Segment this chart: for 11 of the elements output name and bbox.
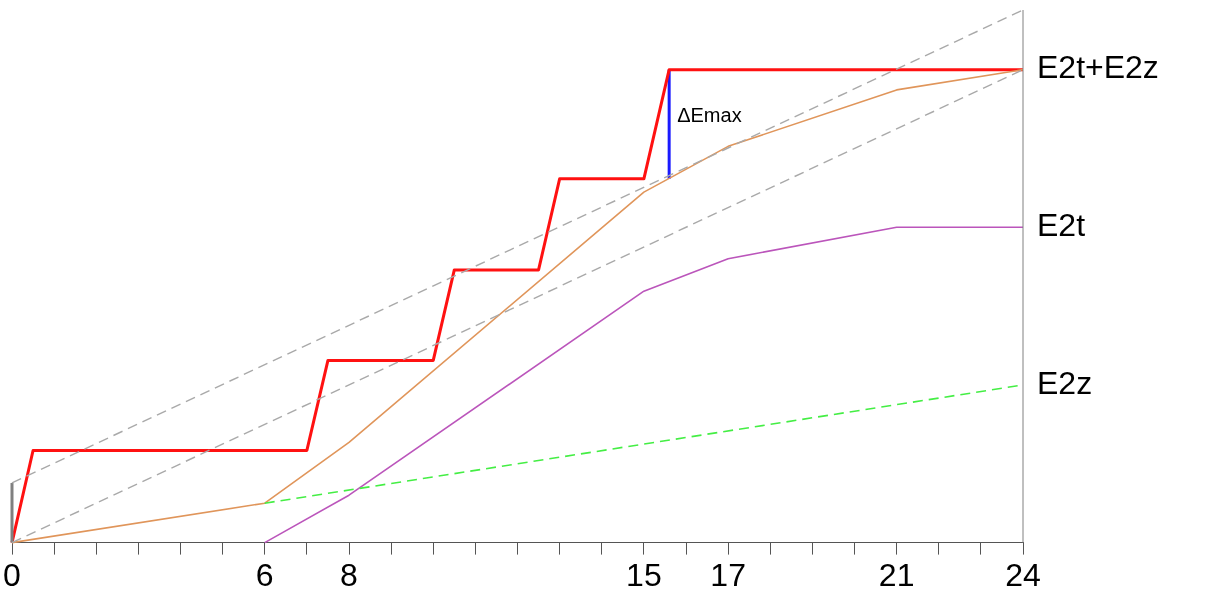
x-tick-label: 24 — [1005, 556, 1041, 593]
x-tick-label: 15 — [626, 556, 662, 593]
annotation: ΔEmax — [677, 104, 742, 127]
series-label: E2t+E2z — [1037, 49, 1159, 86]
x-tick-label: 0 — [3, 556, 21, 593]
x-tick-label: 21 — [878, 556, 915, 593]
x-tick-label: 17 — [710, 556, 746, 593]
x-tick-label: 8 — [340, 556, 358, 593]
series-label: E2t — [1037, 207, 1086, 244]
series-label: E2z — [1037, 364, 1093, 401]
x-tick-label: 6 — [255, 556, 274, 593]
